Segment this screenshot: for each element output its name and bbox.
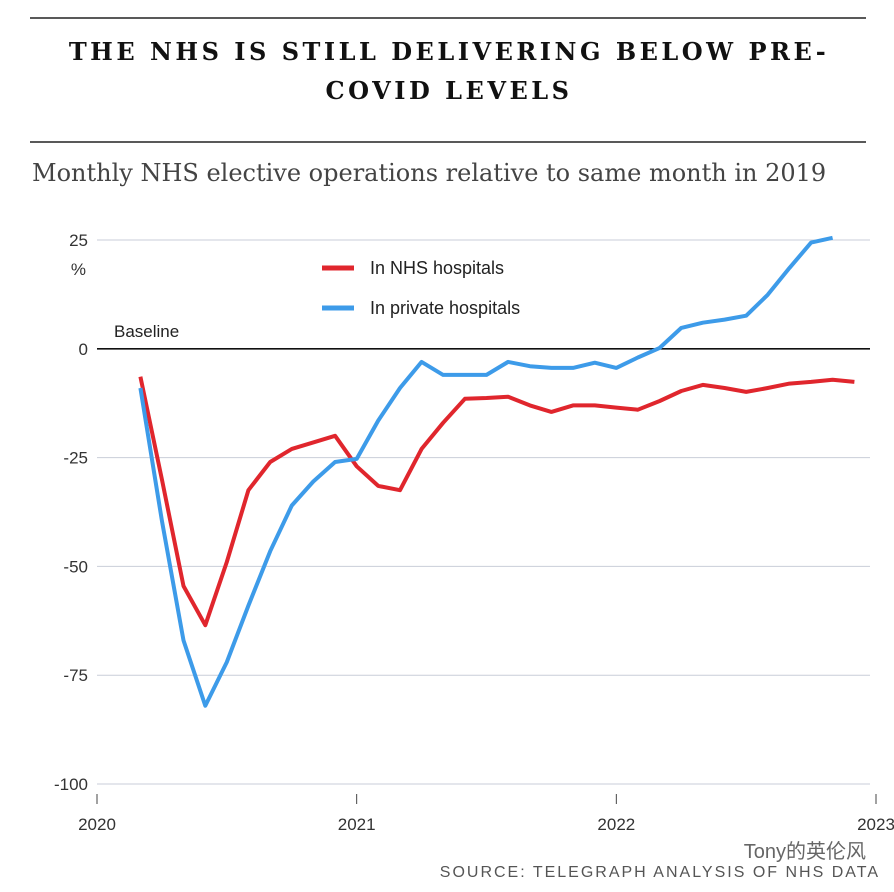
legend-label: In NHS hospitals xyxy=(370,258,504,278)
x-tick-label: 2021 xyxy=(338,815,376,834)
y-unit: % xyxy=(71,260,86,279)
chart-subtitle: Monthly NHS elective operations relative… xyxy=(32,159,826,187)
annotation: Baseline xyxy=(114,322,179,341)
x-tick-label: 2023 xyxy=(857,815,894,834)
watermark: Tony的英伦风 xyxy=(744,840,866,863)
source: SOURCE: TELEGRAPH ANALYSIS OF NHS DATA xyxy=(440,864,880,881)
line-series xyxy=(138,235,834,708)
y-tick-label: -100 xyxy=(54,775,88,794)
y-tick-label: 25 xyxy=(69,231,88,250)
x-tick-label: 2022 xyxy=(597,815,635,834)
y-tick-label: -25 xyxy=(63,449,88,468)
legend-label: In private hospitals xyxy=(370,298,520,318)
line-series xyxy=(138,376,855,628)
chart-title: THE NHS IS STILL DELIVERING BELOW PRE-CO… xyxy=(69,37,829,105)
y-tick-label: 0 xyxy=(79,340,88,359)
y-tick-label: -75 xyxy=(63,666,88,685)
y-tick-label: -50 xyxy=(63,557,88,576)
x-tick-label: 2020 xyxy=(78,815,116,834)
